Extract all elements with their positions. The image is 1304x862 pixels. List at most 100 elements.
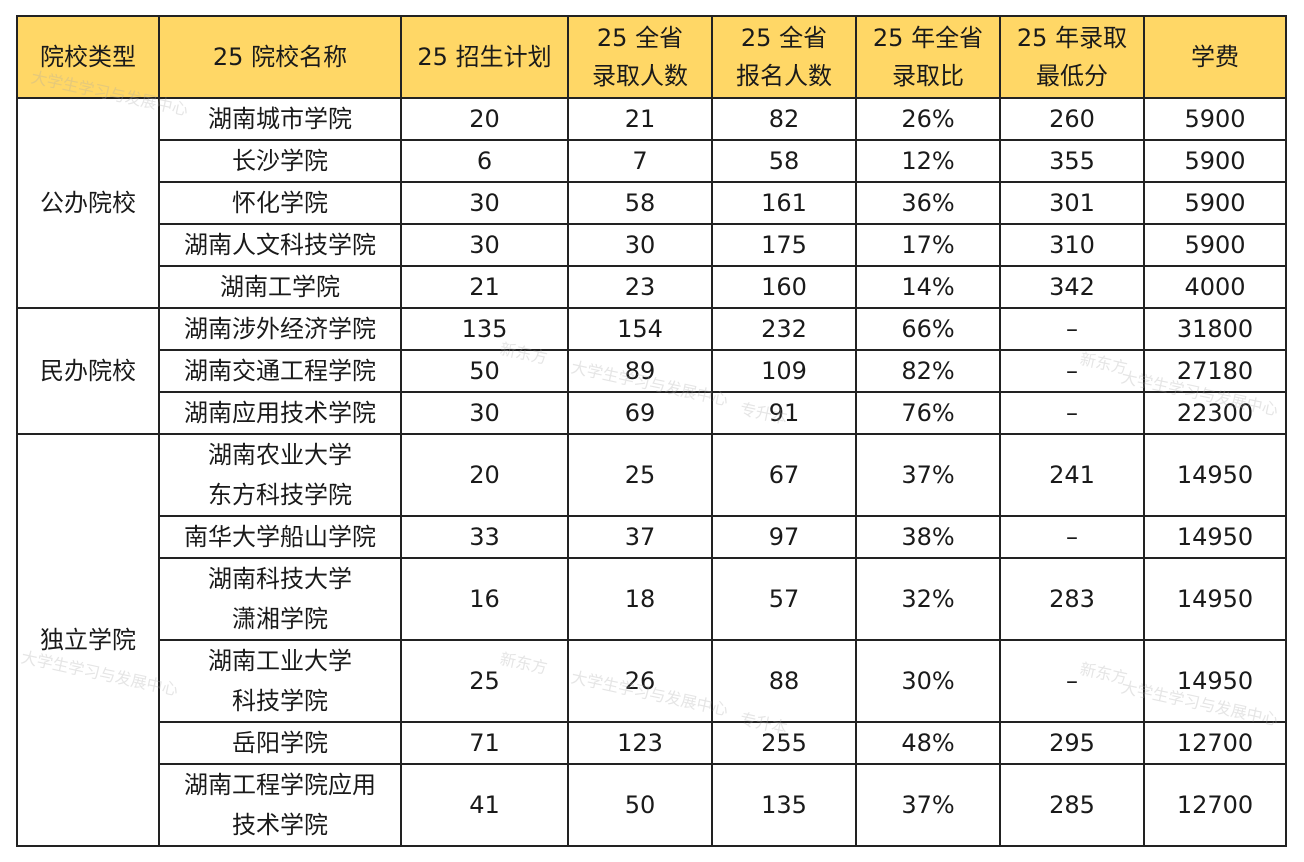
- ratio-cell: 66%: [855, 307, 1001, 351]
- admitted-cell: 7: [567, 139, 713, 183]
- applicants-cell: 57: [711, 557, 857, 641]
- table-row: 湖南工业大学 科技学院 25 26 88 30% – 14950: [17, 639, 1287, 723]
- ratio-cell: 17%: [855, 223, 1001, 267]
- min-score-cell: 310: [999, 223, 1145, 267]
- plan-cell: 16: [400, 557, 569, 641]
- school-name: 湖南工程学院应用 技术学院: [158, 763, 402, 847]
- applicants-cell: 135: [711, 763, 857, 847]
- fee-cell: 14950: [1143, 433, 1287, 517]
- table-row: 怀化学院 30 58 161 36% 301 5900: [17, 181, 1287, 225]
- applicants-cell: 160: [711, 265, 857, 309]
- admitted-cell: 50: [567, 763, 713, 847]
- min-score-cell: 295: [999, 721, 1145, 765]
- plan-cell: 71: [400, 721, 569, 765]
- table-row: 南华大学船山学院 33 37 97 38% – 14950: [17, 515, 1287, 559]
- admitted-cell: 154: [567, 307, 713, 351]
- ratio-cell: 36%: [855, 181, 1001, 225]
- table-row: 湖南应用技术学院 30 69 91 76% – 22300: [17, 391, 1287, 435]
- school-name: 湖南工业大学 科技学院: [158, 639, 402, 723]
- admitted-cell: 37: [567, 515, 713, 559]
- ratio-cell: 48%: [855, 721, 1001, 765]
- header-school-name: 25 院校名称: [158, 15, 402, 99]
- table-row: 公办院校 湖南城市学院 20 21 82 26% 260 5900: [16, 97, 1287, 309]
- admitted-cell: 25: [567, 433, 713, 517]
- group-private: 民办院校: [16, 307, 160, 435]
- admitted-cell: 26: [567, 639, 713, 723]
- fee-cell: 5900: [1143, 181, 1287, 225]
- fee-cell: 5900: [1143, 139, 1287, 183]
- plan-cell: 41: [400, 763, 569, 847]
- plan-cell: 25: [400, 639, 569, 723]
- ratio-cell: 37%: [855, 763, 1001, 847]
- min-score-cell: 342: [999, 265, 1145, 309]
- header-school-type: 院校类型: [16, 15, 160, 99]
- min-score-cell: 260: [999, 97, 1145, 141]
- fee-cell: 31800: [1143, 307, 1287, 351]
- table-row: 湖南科技大学 潇湘学院 16 18 57 32% 283 14950: [17, 557, 1287, 641]
- min-score-cell: –: [999, 639, 1145, 723]
- header-min-score: 25 年录取 最低分: [999, 15, 1145, 99]
- admitted-cell: 21: [567, 97, 713, 141]
- plan-cell: 6: [400, 139, 569, 183]
- ratio-cell: 82%: [855, 349, 1001, 393]
- ratio-cell: 32%: [855, 557, 1001, 641]
- header-admitted: 25 全省 录取人数: [567, 15, 713, 99]
- plan-cell: 20: [400, 433, 569, 517]
- fee-cell: 4000: [1143, 265, 1287, 309]
- admitted-cell: 18: [567, 557, 713, 641]
- plan-cell: 30: [400, 223, 569, 267]
- plan-cell: 50: [400, 349, 569, 393]
- applicants-cell: 91: [711, 391, 857, 435]
- school-name: 湖南工学院: [158, 265, 402, 309]
- fee-cell: 5900: [1143, 223, 1287, 267]
- school-name: 湖南涉外经济学院: [158, 307, 402, 351]
- plan-cell: 30: [400, 391, 569, 435]
- school-name: 湖南交通工程学院: [158, 349, 402, 393]
- ratio-cell: 76%: [855, 391, 1001, 435]
- fee-cell: 14950: [1143, 639, 1287, 723]
- school-name: 湖南科技大学 潇湘学院: [158, 557, 402, 641]
- table-row: 湖南人文科技学院 30 30 175 17% 310 5900: [17, 223, 1287, 267]
- plan-cell: 33: [400, 515, 569, 559]
- school-name: 湖南人文科技学院: [158, 223, 402, 267]
- admitted-cell: 30: [567, 223, 713, 267]
- applicants-cell: 175: [711, 223, 857, 267]
- fee-cell: 12700: [1143, 721, 1287, 765]
- min-score-cell: 301: [999, 181, 1145, 225]
- admitted-cell: 123: [567, 721, 713, 765]
- min-score-cell: –: [999, 349, 1145, 393]
- admitted-cell: 69: [567, 391, 713, 435]
- ratio-cell: 30%: [855, 639, 1001, 723]
- fee-cell: 12700: [1143, 763, 1287, 847]
- fee-cell: 5900: [1143, 97, 1287, 141]
- table-row: 独立学院 湖南农业大学 东方科技学院 20 25 67 37% 241 14950: [16, 433, 1287, 847]
- applicants-cell: 82: [711, 97, 857, 141]
- header-fee: 学费: [1143, 15, 1287, 99]
- admissions-table-container: 院校类型 25 院校名称 25 招生计划 25 全省 录取人数 25 全省 报名人数…: [16, 15, 1287, 847]
- school-name: 南华大学船山学院: [158, 515, 402, 559]
- min-score-cell: 241: [999, 433, 1145, 517]
- ratio-cell: 14%: [855, 265, 1001, 309]
- min-score-cell: –: [999, 515, 1145, 559]
- fee-cell: 27180: [1143, 349, 1287, 393]
- applicants-cell: 67: [711, 433, 857, 517]
- school-name: 长沙学院: [158, 139, 402, 183]
- plan-cell: 20: [400, 97, 569, 141]
- table-row: 长沙学院 6 7 58 12% 355 5900: [17, 139, 1287, 183]
- applicants-cell: 97: [711, 515, 857, 559]
- fee-cell: 14950: [1143, 557, 1287, 641]
- ratio-cell: 37%: [855, 433, 1001, 517]
- admitted-cell: 23: [567, 265, 713, 309]
- fee-cell: 22300: [1143, 391, 1287, 435]
- admissions-table: 院校类型 25 院校名称 25 招生计划 25 全省 录取人数 25 全省 报名人数…: [16, 15, 1287, 847]
- min-score-cell: 355: [999, 139, 1145, 183]
- school-name: 怀化学院: [158, 181, 402, 225]
- school-name: 湖南城市学院: [158, 97, 402, 141]
- table-row: 湖南交通工程学院 50 89 109 82% – 27180: [17, 349, 1287, 393]
- table-row: 岳阳学院 71 123 255 48% 295 12700: [17, 721, 1287, 765]
- plan-cell: 30: [400, 181, 569, 225]
- header-row: 院校类型 25 院校名称 25 招生计划 25 全省 录取人数 25 全省 报名人数…: [16, 15, 1287, 99]
- min-score-cell: –: [999, 391, 1145, 435]
- group-public: 公办院校: [16, 97, 160, 309]
- min-score-cell: –: [999, 307, 1145, 351]
